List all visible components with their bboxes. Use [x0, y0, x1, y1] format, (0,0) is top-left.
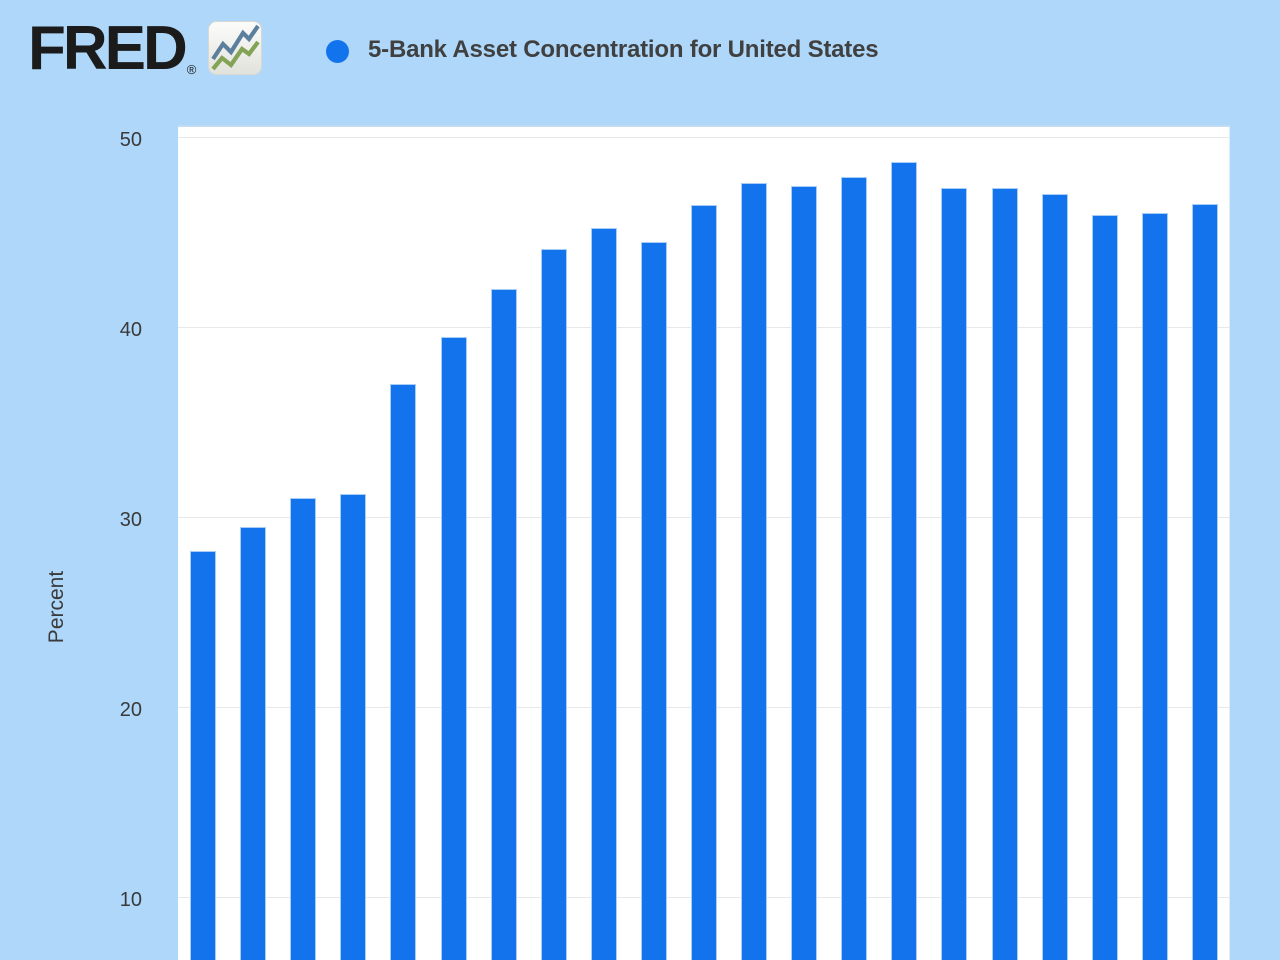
y-tick-label: 50 [119, 129, 142, 151]
bar[interactable] [640, 241, 667, 960]
gridline [178, 137, 1230, 138]
bar[interactable] [240, 526, 267, 960]
fred-logo[interactable]: FRED ® [28, 14, 263, 83]
y-tick-label: 20 [119, 699, 142, 721]
bar[interactable] [540, 249, 567, 960]
bar[interactable] [691, 205, 717, 960]
chart-title: 5-Bank Asset Concentration for United St… [368, 36, 879, 63]
registered-trademark-mark: ® [186, 62, 197, 77]
bar[interactable] [1041, 194, 1068, 960]
fred-sparkline-icon [208, 21, 263, 80]
bar[interactable] [891, 161, 918, 960]
bar[interactable] [490, 289, 517, 960]
bar[interactable] [440, 336, 467, 960]
bar[interactable] [1141, 213, 1168, 960]
bar[interactable] [791, 186, 818, 960]
bar[interactable] [991, 188, 1018, 960]
bar[interactable] [190, 551, 217, 960]
series-legend-dot [326, 40, 349, 63]
y-tick-label: 40 [119, 319, 142, 341]
y-axis-label: Percent [45, 570, 68, 644]
bar[interactable] [340, 494, 367, 960]
bar[interactable] [941, 188, 968, 960]
bar[interactable] [590, 228, 617, 960]
bar[interactable] [841, 176, 868, 960]
bar[interactable] [1091, 214, 1118, 960]
bar[interactable] [741, 182, 768, 960]
y-tick-label: 30 [119, 509, 142, 531]
y-tick-label: 10 [119, 889, 142, 911]
fred-logo-text: FRED [28, 14, 188, 83]
bar[interactable] [390, 384, 417, 960]
bar[interactable] [290, 498, 317, 960]
bar[interactable] [1191, 203, 1218, 960]
plot-area[interactable] [178, 125, 1230, 960]
